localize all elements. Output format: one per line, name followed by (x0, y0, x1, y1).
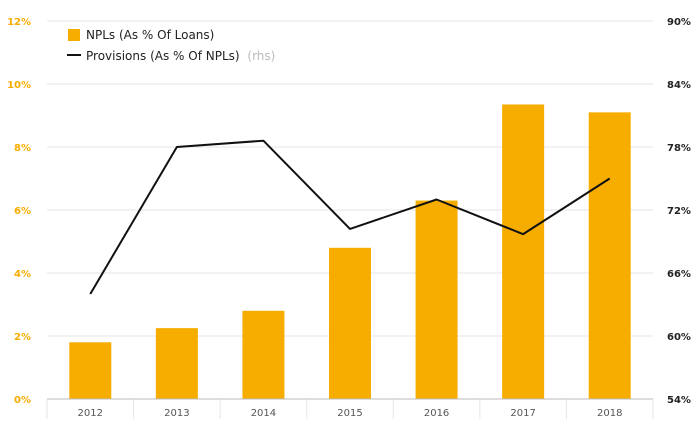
bar-series (69, 104, 631, 399)
y-right-tick-label: 66% (667, 269, 691, 280)
legend: NPLs (As % Of Loans) Provisions (As % Of… (67, 28, 275, 63)
legend-swatch-npls (68, 29, 80, 41)
y-left-tick-label: 4% (14, 269, 31, 280)
bar-2014 (242, 310, 285, 399)
x-tick-label-2012: 2012 (78, 408, 103, 419)
x-tick-label-2013: 2013 (164, 408, 189, 419)
y-left-tick-label: 0% (14, 395, 31, 406)
y-right-tick-label: 84% (667, 80, 691, 91)
bar-2015 (329, 247, 371, 399)
bar-2018 (588, 112, 631, 399)
legend-label-npls: NPLs (As % Of Loans) (86, 28, 214, 42)
y-right-tick-label: 90% (667, 17, 691, 28)
y-axis-left: 0% 2% 4% 6% 8% 10% 12% (7, 17, 31, 406)
x-tick-label-2015: 2015 (337, 408, 362, 419)
legend-label-provisions-text: Provisions (As % Of NPLs) (86, 49, 240, 63)
y-right-tick-label: 60% (667, 332, 691, 343)
legend-label-provisions-rhs: (rhs) (247, 49, 275, 63)
y-axis-right: 54% 60% 66% 72% 78% 84% 90% (667, 17, 691, 406)
x-tick-label-2014: 2014 (251, 408, 276, 419)
y-right-tick-label: 72% (667, 206, 691, 217)
y-left-tick-label: 2% (14, 332, 31, 343)
x-tick-label-2016: 2016 (424, 408, 449, 419)
y-left-tick-label: 10% (7, 80, 31, 91)
bar-2016 (415, 200, 458, 399)
y-right-tick-label: 54% (667, 395, 691, 406)
y-right-tick-label: 78% (667, 143, 691, 154)
line-series (89, 139, 611, 295)
y-left-tick-label: 12% (7, 17, 31, 28)
x-axis: 2012 2013 2014 2015 2016 2017 2018 (46, 398, 654, 419)
y-left-tick-label: 8% (14, 143, 31, 154)
x-tick-label-2017: 2017 (510, 408, 535, 419)
gridlines (47, 20, 653, 337)
x-tick-label-2018: 2018 (597, 408, 622, 419)
bar-2012 (69, 342, 112, 399)
bar-2013 (155, 328, 198, 399)
legend-label-provisions: Provisions (As % Of NPLs) (rhs) (86, 49, 275, 63)
y-left-tick-label: 6% (14, 206, 31, 217)
bar-2017 (502, 104, 545, 399)
